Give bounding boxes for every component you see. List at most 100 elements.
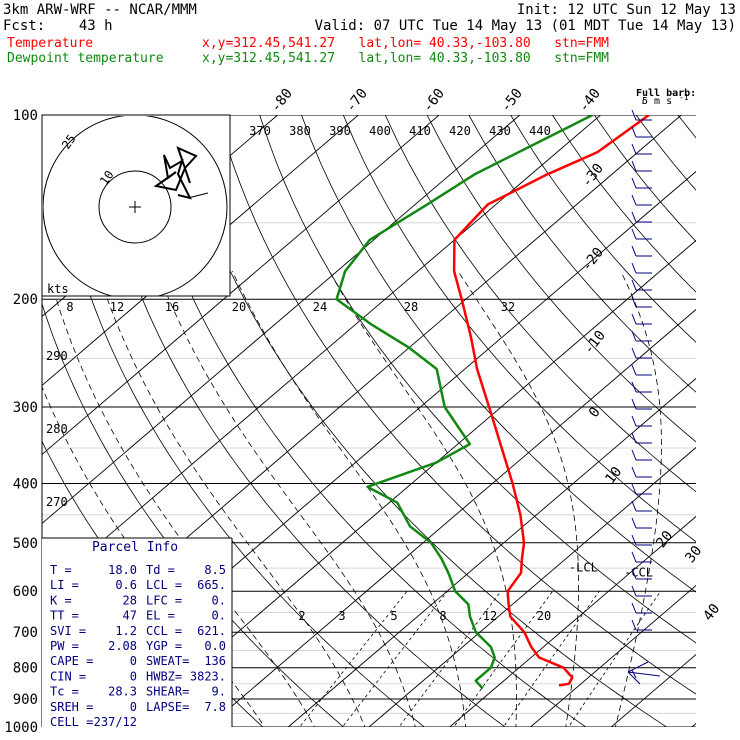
wind-barb [631, 313, 637, 325]
parcel-info-value: 3823. [190, 669, 226, 683]
parcel-info-value: 0 [130, 654, 137, 668]
dry-adiabat-400 [552, 115, 696, 293]
isotherm-right-label: 30 [682, 543, 705, 566]
parcel-info-label: LAPSE= [146, 700, 189, 714]
moist-adiabat [614, 271, 662, 727]
parcel-info-value: 47 [123, 609, 137, 623]
theta-label: 400 [369, 124, 391, 138]
theta-label: 440 [529, 124, 551, 138]
pressure-tick-label: 700 [13, 625, 38, 641]
isotherm-10 [449, 515, 696, 727]
isotherm-right-label: 40 [700, 601, 723, 624]
hodograph-trace-tail [187, 192, 209, 199]
parcel-info-label: HWBZ= [146, 669, 182, 683]
parcel-info-value: 9. [212, 685, 226, 699]
parcel-info-label: PW = [50, 639, 79, 653]
wind-barb-cluster [627, 661, 661, 685]
theta-label: 420 [449, 124, 471, 138]
isotherm--60 [42, 115, 601, 594]
dry-adiabat-380 [468, 115, 696, 393]
dry-adiabat-230 [0, 115, 32, 740]
model-title: 3km ARW-WRF -- NCAR/MMM [3, 2, 197, 18]
isotherm-20 [530, 584, 696, 727]
hodograph-ring-25 [43, 116, 228, 296]
parcel-info-value: 136 [204, 654, 226, 668]
isotherm--30 [126, 239, 696, 727]
parcel-info-label: CAPE = [50, 654, 93, 668]
theta-label: 390 [329, 124, 351, 138]
parcel-info-value: 0. [212, 593, 226, 607]
parcel-info-label: TT = [50, 609, 79, 623]
isotherm--10 [287, 377, 696, 727]
lcl-marker: -LCL [569, 561, 598, 575]
ccl-marker: -CCL [624, 565, 653, 579]
wind-barb [631, 279, 637, 291]
moist-adiabat [97, 271, 366, 727]
forecast-hour: Fcst: 43 h [3, 18, 113, 34]
theta-left-label: 290 [46, 349, 68, 363]
wind-barb [631, 126, 637, 138]
dry-adiabat-420 [635, 115, 696, 191]
dry-adiabat-370 [426, 115, 696, 443]
pressure-tick-label: 100 [13, 108, 38, 124]
hodograph-panel [41, 114, 231, 297]
parcel-info-value: 237/12 [94, 715, 137, 729]
dry-adiabat-430 [677, 115, 696, 139]
wind-barb [631, 466, 637, 478]
parcel-info-value: 8.5 [204, 563, 226, 577]
mixing-ratio-label: 3 [338, 609, 345, 623]
wind-barb [631, 534, 637, 546]
pressure-tick-label: 600 [13, 584, 38, 600]
dry-adiabat-440 [720, 115, 740, 740]
pressure-tick-label: 900 [13, 692, 38, 708]
temperature-legend-info: x,y=312.45,541.27 lat,lon= 40.33,-103.80… [202, 36, 609, 51]
mixing-ratio-label: 5 [390, 609, 397, 623]
parcel-info-value: 7.8 [204, 700, 226, 714]
parcel-info-value: 665. [197, 578, 226, 592]
pressure-tick-label: 1000 [4, 720, 38, 736]
parcel-info-label: LI = [50, 578, 79, 592]
isotherm-40 [691, 722, 696, 727]
wind-barb [631, 415, 637, 427]
parcel-info-label: Td = [146, 563, 175, 577]
parcel-info-value: 0. [212, 609, 226, 623]
wind-barb [631, 228, 637, 240]
parcel-info-value: 18.0 [108, 563, 137, 577]
wind-barb [631, 194, 637, 206]
parcel-info-value: 0 [130, 669, 137, 683]
isotherm-top-label: -40 [576, 86, 604, 116]
wind-barb [631, 143, 637, 155]
wind-barb [631, 432, 637, 444]
parcel-info-value: 28 [123, 593, 137, 607]
theta-left-label: 270 [46, 495, 68, 509]
mixing-ratio-label: 12 [483, 609, 497, 623]
wind-barb [631, 517, 637, 529]
barb-legend-value: 5 m s [642, 96, 672, 107]
isotherm-top-label: -60 [420, 86, 448, 116]
isotherm--90 [42, 115, 359, 386]
hodograph-speed-label: 8 [66, 300, 73, 314]
parcel-info-value: 621. [197, 624, 226, 638]
theta-label: 430 [489, 124, 511, 138]
parcel-info-label: T = [50, 563, 72, 577]
parcel-info-label: LCL = [146, 578, 182, 592]
hodograph-speed-label: 24 [313, 300, 327, 314]
wind-barb [631, 347, 637, 359]
parcel-info-label: YGP = [146, 639, 182, 653]
hodograph-speed-label: 12 [110, 300, 124, 314]
dry-adiabat-330 [259, 115, 696, 644]
theta-label: 410 [409, 124, 431, 138]
temperature-legend-label: Temperature [7, 36, 94, 51]
wind-barb [631, 602, 637, 614]
mixing-ratio-label: 20 [537, 609, 551, 623]
parcel-info-label: LFC = [146, 593, 182, 607]
parcel-info-label: SWEAT= [146, 654, 189, 668]
isotherm-right-label: 20 [653, 528, 676, 551]
isotherm-top-label: -70 [343, 86, 371, 116]
isotherm-top-label: -50 [498, 86, 526, 116]
wind-barb [631, 381, 637, 393]
parcel-info-value: 0.0 [204, 639, 226, 653]
parcel-info-value: 0.6 [115, 578, 137, 592]
wind-barb [631, 109, 637, 121]
